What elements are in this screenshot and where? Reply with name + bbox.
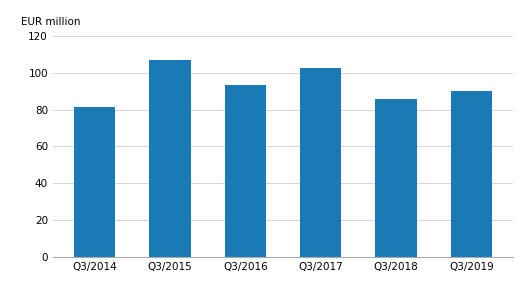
Bar (225, 85, 266, 257)
Bar (300, 68, 341, 257)
Bar (376, 99, 417, 257)
Bar (149, 60, 190, 257)
Bar (451, 92, 492, 257)
Bar (74, 107, 115, 257)
Text: EUR million: EUR million (21, 18, 80, 27)
